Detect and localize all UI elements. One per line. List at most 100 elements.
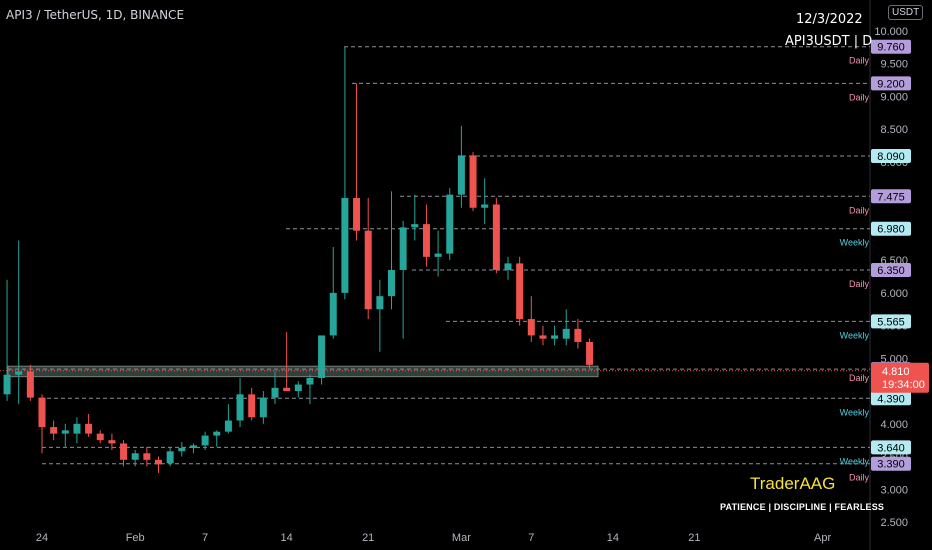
x-tick-label: Mar <box>452 532 471 544</box>
x-tick-label: Feb <box>126 532 145 544</box>
candle-body <box>306 377 314 385</box>
candle-body <box>108 440 116 444</box>
candle-body <box>551 335 559 339</box>
candle-body <box>236 394 244 421</box>
candle-body <box>364 230 372 310</box>
candle-body <box>294 384 302 392</box>
candle-body <box>120 443 128 460</box>
level-timeframe-label: Daily <box>849 279 870 289</box>
watermark-name: TraderAAG <box>750 474 836 493</box>
level-price-label: 6.980 <box>877 224 905 236</box>
candle-body <box>131 453 139 460</box>
x-tick-label: 14 <box>607 532 619 544</box>
level-price-tag <box>871 314 911 329</box>
level-timeframe-label: Weekly <box>840 238 870 248</box>
y-tick-label: 2.500 <box>880 517 908 529</box>
candle-body <box>38 397 46 428</box>
current-price-label: 4.810 <box>882 366 910 378</box>
candle-body <box>586 341 594 365</box>
level-timeframe-label: Daily <box>849 205 870 215</box>
level-price-tag <box>871 189 911 204</box>
candle-body <box>422 224 430 257</box>
candle-body <box>271 387 279 398</box>
x-tick-label: 21 <box>688 532 700 544</box>
watermark-tagline: PATIENCE | DISCIPLINE | FEARLESS <box>720 502 885 512</box>
candle-body <box>457 155 465 195</box>
x-tick-label: Apr <box>814 532 831 544</box>
x-tick-label: 7 <box>528 532 534 544</box>
y-tick-label: 9.500 <box>880 59 908 71</box>
level-price-label: 4.390 <box>877 393 905 405</box>
level-price-tag <box>871 221 911 236</box>
candle-body <box>213 431 221 436</box>
level-timeframe-label: Daily <box>849 473 870 483</box>
current-price-tag <box>871 362 929 393</box>
level-price-label: 5.565 <box>877 316 905 328</box>
current-price-timeframe: Daily <box>849 373 870 383</box>
level-timeframe-label: Weekly <box>840 456 870 466</box>
candle-body <box>26 371 34 398</box>
y-tick-label: 8.500 <box>880 124 908 136</box>
candle-body <box>504 263 512 270</box>
candle-body <box>3 374 11 395</box>
level-price-tag <box>871 456 911 471</box>
candle-body <box>353 197 361 231</box>
x-tick-label: 21 <box>362 532 374 544</box>
candle-body <box>166 451 174 464</box>
candle-body <box>469 155 477 208</box>
candle-body <box>562 328 570 339</box>
candle-body <box>481 204 489 208</box>
candle-body <box>283 387 291 392</box>
candle-body <box>527 319 535 336</box>
y-tick-label: 3.000 <box>880 484 908 496</box>
candle-body <box>329 292 337 336</box>
level-timeframe-label: Daily <box>849 92 870 102</box>
level-timeframe-label: Weekly <box>840 330 870 340</box>
candle-body <box>61 430 69 434</box>
level-price-tag <box>871 391 911 406</box>
candle-body <box>388 269 395 297</box>
candle-body <box>248 394 256 418</box>
level-price-tag <box>871 76 911 91</box>
annotation-symbol: API3USDT | D <box>785 34 873 49</box>
level-price-label: 9.200 <box>877 78 905 90</box>
candle-body <box>492 204 500 270</box>
candle-body <box>399 227 407 270</box>
y-tick-label: 10.000 <box>874 26 908 38</box>
candle-body <box>224 420 232 432</box>
candle-body <box>155 459 162 465</box>
level-price-label: 3.640 <box>877 442 905 454</box>
level-timeframe-label: Weekly <box>840 407 870 417</box>
candle-body <box>376 296 384 310</box>
level-price-label: 7.475 <box>877 191 905 203</box>
level-price-tag <box>871 149 911 164</box>
y-tick-label: 4.000 <box>880 419 908 431</box>
candle-body <box>259 397 267 418</box>
candle-body <box>96 433 104 441</box>
candle-body <box>539 335 547 339</box>
candle-body <box>15 371 23 375</box>
level-price-tag <box>871 39 911 54</box>
x-tick-label: 24 <box>36 532 48 544</box>
candle-body <box>85 423 93 434</box>
chart-title: API3 / TetherUS, 1D, BINANCE <box>6 8 185 22</box>
candle-body <box>189 445 197 449</box>
x-tick-label: 7 <box>202 532 208 544</box>
candle-body <box>574 328 582 342</box>
candle-body <box>516 263 524 320</box>
candle-body <box>318 335 326 378</box>
candle-body <box>434 253 442 257</box>
currency-badge[interactable]: USDT <box>888 5 924 20</box>
candle-body <box>411 224 419 228</box>
y-tick-label: 9.000 <box>880 91 908 103</box>
level-price-tag <box>871 440 911 455</box>
candle-body <box>446 194 454 254</box>
level-price-label: 8.090 <box>877 151 905 163</box>
candle-body <box>143 453 151 460</box>
level-price-tag <box>871 262 911 277</box>
support-zone <box>7 365 599 378</box>
current-price-countdown: 19:34:00 <box>882 379 925 391</box>
candle-body <box>341 197 349 293</box>
level-price-label: 3.390 <box>877 459 905 471</box>
